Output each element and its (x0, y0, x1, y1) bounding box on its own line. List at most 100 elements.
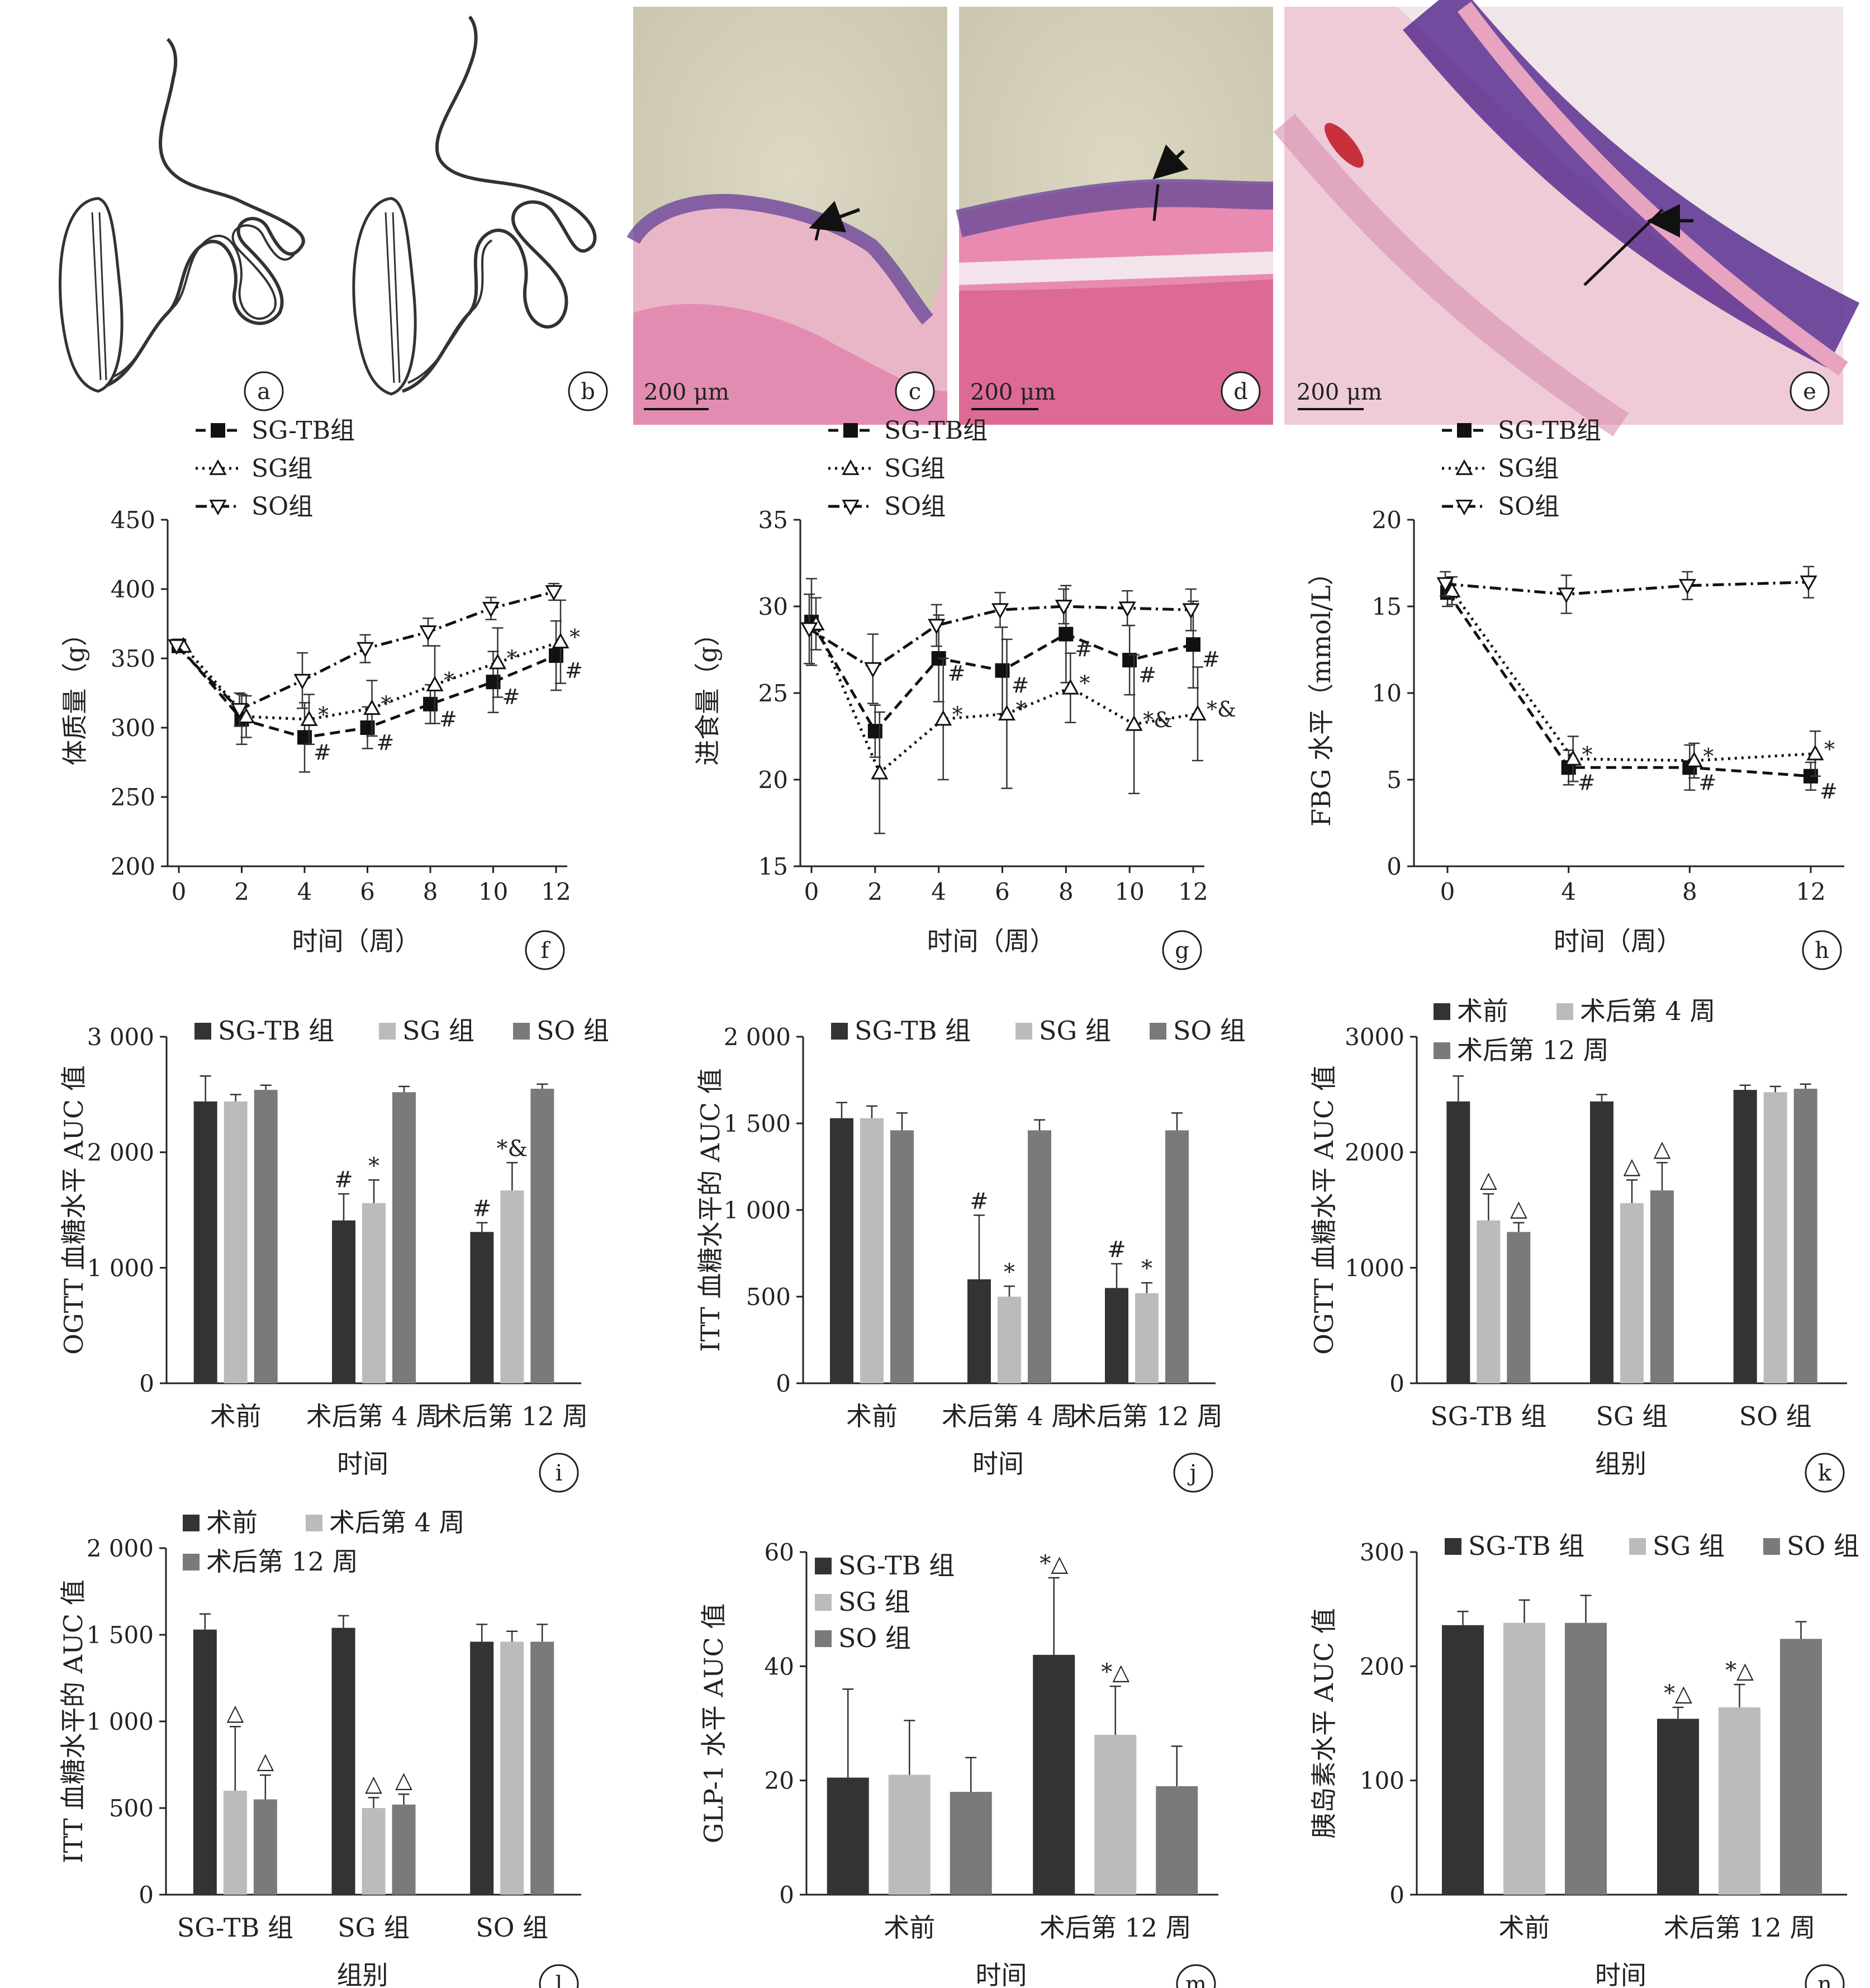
legend-label: SG-TB组 (1498, 416, 1601, 445)
x-tick-label: 0 (172, 878, 187, 905)
chart-f: 200 250 300 350 400 450 体质量（g） 0 2 4 6 8 10 12 时间（周） # #… (60, 416, 583, 970)
significance-mark: # (1202, 647, 1220, 672)
legend-label: 术前 (206, 1507, 258, 1538)
legend-label: SG-TB 组 (218, 1016, 334, 1046)
y-tick-label: 200 (1360, 1653, 1404, 1680)
bar (1793, 1089, 1817, 1383)
bar (890, 1130, 914, 1383)
marker-triangle-up (871, 763, 889, 780)
legend-swatch (1763, 1538, 1780, 1555)
y-tick-label: 5 (1387, 766, 1402, 794)
x-tick-label: 10 (478, 878, 508, 905)
legend-label: 术后第 12 周 (206, 1546, 358, 1577)
y-axis-title: OGTT 血糖水平 AUC 值 (1309, 1065, 1339, 1355)
bar (1620, 1203, 1644, 1383)
significance-mark: # (970, 1188, 989, 1214)
significance-mark: # (502, 685, 520, 709)
y-axis-title: ITT 血糖水平的 AUC 值 (695, 1068, 725, 1351)
legend-label: SG 组 (838, 1587, 910, 1617)
bar (1763, 1092, 1787, 1383)
y-tick-label: 2 000 (87, 1139, 154, 1166)
y-tick-label: 20 (1372, 506, 1402, 534)
bar (1780, 1639, 1822, 1895)
panel-a-badge: a (244, 371, 284, 411)
significance-mark: # (1698, 770, 1716, 795)
legend-swatch (306, 1515, 322, 1531)
bar (1094, 1734, 1137, 1895)
category-label: SG-TB 组 (177, 1913, 293, 1943)
legend-label: 术前 (1457, 996, 1508, 1026)
panel-c-letter: c (909, 379, 921, 405)
significance-mark: * (569, 625, 580, 649)
marker-square (843, 423, 858, 438)
significance-mark: * (1016, 697, 1027, 722)
bar (470, 1232, 494, 1383)
marker-square (1059, 627, 1074, 642)
legend-swatch (1556, 1003, 1573, 1020)
panel-e-letter: e (1803, 379, 1816, 405)
panel-a-illustration (59, 37, 305, 393)
bar (1650, 1190, 1674, 1383)
significance-mark: * (507, 646, 518, 670)
bar (223, 1791, 247, 1895)
panel-l-letter: l (556, 1972, 563, 1988)
category-label: SG 组 (338, 1913, 410, 1943)
bar (1165, 1130, 1189, 1383)
x-tick-label: 2 (867, 878, 882, 905)
category-label: 术后第 12 周 (436, 1401, 588, 1431)
marker-square (1457, 423, 1472, 438)
bar (500, 1641, 524, 1895)
marker-triangle-down (1455, 500, 1473, 516)
y-tick-label: 0 (139, 1881, 154, 1909)
legend-swatch (194, 1023, 211, 1040)
legend-label: SG-TB 组 (838, 1550, 955, 1581)
category-label: SG-TB 组 (1430, 1401, 1546, 1431)
y-tick-label: 350 (111, 645, 155, 672)
x-axis-title: 时间 (1595, 1960, 1646, 1988)
significance-mark: * (1079, 671, 1090, 696)
legend-label: SG组 (1498, 454, 1559, 483)
marker-triangle-up (488, 653, 507, 670)
legend-swatch (513, 1023, 530, 1040)
panel-n-letter: n (1817, 1972, 1832, 1988)
legend-swatch (1445, 1538, 1461, 1555)
category-label: 术前 (210, 1401, 262, 1431)
bar (530, 1641, 554, 1895)
panel-f-badge (525, 930, 565, 970)
marker-triangle-up (552, 633, 569, 649)
bar (1719, 1707, 1760, 1895)
y-tick-label: 300 (111, 714, 155, 742)
y-axis-title: OGTT 血糖水平 AUC 值 (59, 1065, 89, 1355)
significance-mark: *△ (1664, 1681, 1692, 1706)
marker-triangle-down (230, 703, 249, 719)
bar (1657, 1719, 1699, 1895)
marker-triangle-up (300, 710, 318, 727)
x-axis-title: 时间（周） (1554, 926, 1682, 956)
x-tick-label: 4 (1561, 878, 1576, 905)
x-tick-label: 8 (1059, 878, 1074, 905)
bar (1503, 1622, 1545, 1895)
panel-h-letter: h (1815, 938, 1829, 964)
y-axis-title: 胰岛素水平 AUC 值 (1309, 1608, 1339, 1838)
y-tick-label: 15 (758, 853, 788, 880)
marker-triangle-up (237, 708, 255, 724)
y-tick-label: 2 000 (87, 1535, 154, 1562)
bar (860, 1118, 884, 1383)
significance-mark: △ (365, 1771, 382, 1796)
y-tick-label: 40 (765, 1653, 794, 1680)
panel-d-letter: d (1233, 379, 1248, 405)
x-tick-label: 0 (1440, 878, 1455, 905)
x-tick-label: 2 (234, 878, 249, 905)
marker-triangle-down (1182, 603, 1200, 619)
y-axis-title: 体质量（g） (60, 620, 90, 765)
marker-triangle-up (998, 705, 1016, 721)
bar (967, 1279, 991, 1383)
legend-swatch (815, 1594, 832, 1611)
bar (362, 1808, 386, 1895)
significance-mark: *& (1207, 697, 1236, 722)
category-label: SG 组 (1596, 1401, 1668, 1431)
bar (392, 1804, 416, 1895)
